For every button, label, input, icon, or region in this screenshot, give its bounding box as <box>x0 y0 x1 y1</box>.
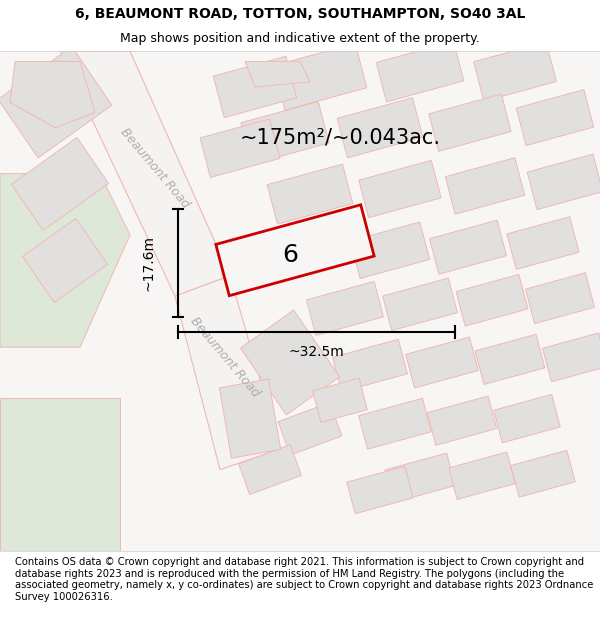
Polygon shape <box>332 339 407 392</box>
Polygon shape <box>475 334 545 384</box>
Polygon shape <box>347 466 413 514</box>
Polygon shape <box>60 51 230 296</box>
Polygon shape <box>23 218 107 302</box>
Text: Beaumont Road: Beaumont Road <box>188 315 262 400</box>
Polygon shape <box>376 41 464 102</box>
Polygon shape <box>427 396 497 445</box>
Polygon shape <box>273 43 367 110</box>
Polygon shape <box>307 281 383 336</box>
Polygon shape <box>220 379 281 458</box>
Polygon shape <box>241 102 329 164</box>
Polygon shape <box>0 398 120 551</box>
Polygon shape <box>239 444 301 494</box>
Text: ~32.5m: ~32.5m <box>289 345 344 359</box>
Polygon shape <box>0 174 130 347</box>
Polygon shape <box>406 337 478 388</box>
Polygon shape <box>10 61 95 127</box>
Polygon shape <box>313 378 367 423</box>
Text: ~17.6m: ~17.6m <box>141 235 155 291</box>
Polygon shape <box>267 164 353 224</box>
Polygon shape <box>337 98 423 158</box>
Text: Contains OS data © Crown copyright and database right 2021. This information is : Contains OS data © Crown copyright and d… <box>15 557 593 602</box>
Polygon shape <box>494 394 560 442</box>
Text: 6, BEAUMONT ROAD, TOTTON, SOUTHAMPTON, SO40 3AL: 6, BEAUMONT ROAD, TOTTON, SOUTHAMPTON, S… <box>75 8 525 21</box>
Polygon shape <box>473 42 556 101</box>
Text: Beaumont Road: Beaumont Road <box>118 126 192 211</box>
Polygon shape <box>216 205 374 296</box>
Polygon shape <box>385 453 455 503</box>
Polygon shape <box>359 161 441 217</box>
Polygon shape <box>214 56 296 118</box>
Text: Map shows position and indicative extent of the property.: Map shows position and indicative extent… <box>120 32 480 45</box>
Polygon shape <box>527 154 600 209</box>
Polygon shape <box>507 217 579 269</box>
Polygon shape <box>383 278 457 331</box>
Polygon shape <box>542 333 600 382</box>
Polygon shape <box>278 402 342 455</box>
Polygon shape <box>516 89 594 146</box>
Text: 6: 6 <box>282 243 298 268</box>
Polygon shape <box>245 61 310 87</box>
Polygon shape <box>456 274 528 326</box>
Polygon shape <box>430 220 506 274</box>
Polygon shape <box>449 452 515 499</box>
Polygon shape <box>350 222 430 279</box>
Polygon shape <box>511 450 575 497</box>
Polygon shape <box>0 47 112 158</box>
Polygon shape <box>429 94 511 151</box>
Polygon shape <box>526 272 595 324</box>
Polygon shape <box>175 276 280 469</box>
Polygon shape <box>200 119 280 178</box>
Polygon shape <box>445 158 524 214</box>
Polygon shape <box>359 398 431 449</box>
Polygon shape <box>241 310 340 415</box>
Text: ~175m²/~0.043ac.: ~175m²/~0.043ac. <box>239 128 440 148</box>
Polygon shape <box>11 138 109 230</box>
